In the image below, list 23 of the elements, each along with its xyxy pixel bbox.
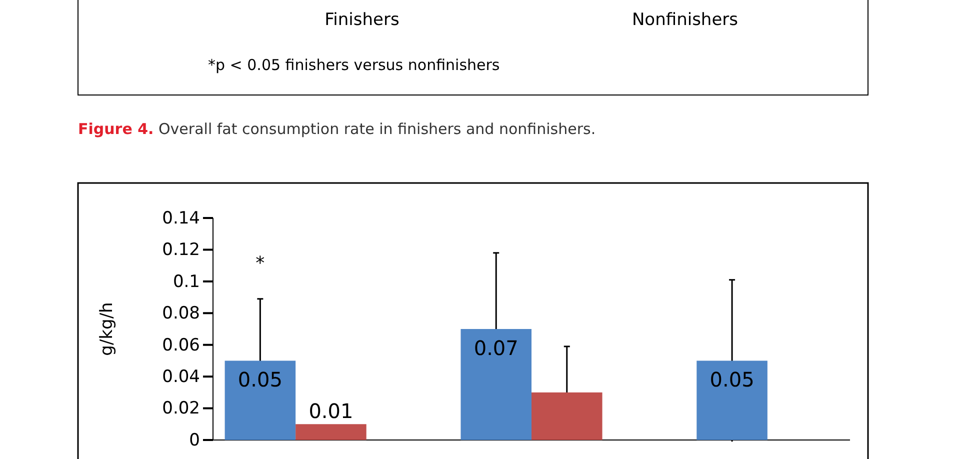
data-label: 0.05: [238, 368, 282, 392]
y-tick-label: 0.04: [162, 367, 200, 388]
category-label: Finishers: [324, 10, 400, 30]
y-tick-label: 0.06: [162, 335, 200, 356]
data-label: 0.01: [308, 399, 354, 424]
data-label: 0.05: [710, 368, 754, 392]
y-tick-label: 0.02: [162, 398, 200, 419]
bar: [532, 392, 602, 440]
y-tick-label: 0.1: [172, 272, 200, 292]
y-tick-label: 0: [189, 430, 200, 450]
text: *p < 0.05 finishers versus nonfinishers: [208, 56, 500, 74]
category-label: Nonfinishers: [632, 10, 738, 30]
bar: [224, 360, 296, 440]
caption: Figure 4. Overall fat consumption rate in finishers and nonfinishers.: [78, 120, 596, 138]
y-tick-label: 0.08: [162, 304, 200, 324]
annotation: *: [256, 252, 265, 274]
bar: [460, 329, 532, 440]
y-axis-title: g/kg/h: [97, 302, 117, 356]
bar: [296, 424, 366, 440]
data-label: 0.07: [474, 336, 518, 360]
y-tick-label: 0.12: [162, 240, 200, 260]
bar: [696, 360, 768, 440]
y-tick-label: 0.14: [162, 208, 200, 228]
